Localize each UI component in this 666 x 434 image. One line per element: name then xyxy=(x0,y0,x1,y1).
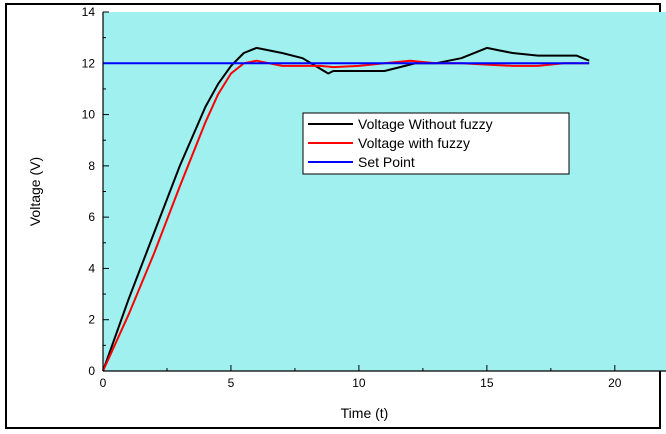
x-tick-label: 0 xyxy=(100,376,107,390)
y-tick-label: 2 xyxy=(88,313,95,327)
x-axis-label: Time (t) xyxy=(341,405,389,421)
y-tick-label: 10 xyxy=(82,108,96,122)
legend-label-set-point: Set Point xyxy=(358,154,415,170)
series-line-without-fuzzy xyxy=(102,46,590,372)
legend: Voltage Without fuzzy Voltage with fuzzy… xyxy=(302,112,570,175)
axis-ticks: 0 5 10 15 20 0 2 4 6 8 10 12 14 xyxy=(82,5,622,390)
y-tick-label: 0 xyxy=(88,364,95,378)
y-tick-label: 12 xyxy=(82,56,96,70)
x-tick-label: 20 xyxy=(608,376,622,390)
x-tick-label: 10 xyxy=(352,376,366,390)
y-tick-label: 14 xyxy=(82,5,96,19)
x-tick-label: 5 xyxy=(228,376,235,390)
plot-area xyxy=(103,12,666,371)
series-layer xyxy=(102,46,590,372)
x-tick-label: 15 xyxy=(480,376,494,390)
series-line-with-fuzzy xyxy=(102,59,590,372)
y-tick-label: 4 xyxy=(88,261,95,275)
y-tick-label: 6 xyxy=(88,210,95,224)
y-axis-label: Voltage (V) xyxy=(27,157,43,226)
y-tick-label: 8 xyxy=(88,159,95,173)
legend-label-with-fuzzy: Voltage with fuzzy xyxy=(358,135,470,151)
legend-label-without-fuzzy: Voltage Without fuzzy xyxy=(358,116,493,132)
